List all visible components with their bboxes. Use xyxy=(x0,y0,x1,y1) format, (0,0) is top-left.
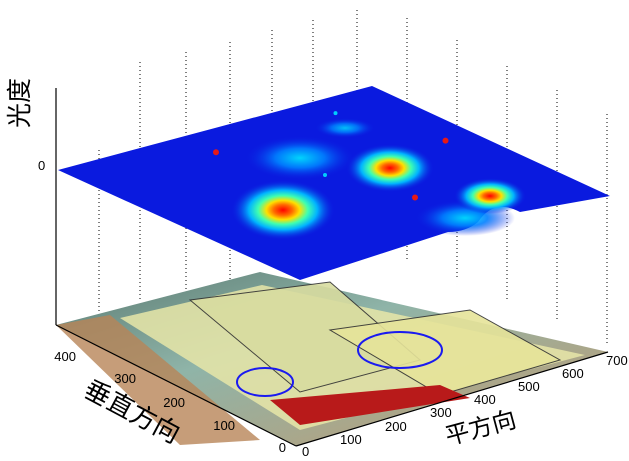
z-tick-0: 0 xyxy=(38,158,45,173)
surface xyxy=(58,86,610,280)
x-tick-600: 600 xyxy=(562,366,584,381)
x-axis-label: 平方向 xyxy=(442,405,519,451)
surface-peak-1 xyxy=(213,149,219,156)
axis-frame xyxy=(55,88,609,447)
y-tick-0: 0 xyxy=(279,440,286,455)
surface-peak-4 xyxy=(323,173,327,177)
y-tick-400: 400 xyxy=(54,349,76,364)
y-tick-300: 300 xyxy=(114,371,136,386)
x-axis-ticks: 0 100 200 300 400 500 600 700 xyxy=(302,353,628,459)
surface-peak-5 xyxy=(333,111,338,116)
surface-peaks xyxy=(213,111,449,201)
z-axis-label: 光度 xyxy=(5,78,34,128)
y-axis-ticks: 400 300 200 100 0 xyxy=(54,349,286,455)
x-tick-500: 500 xyxy=(518,379,540,394)
x-tick-0: 0 xyxy=(302,444,309,459)
surface-peak-2 xyxy=(412,194,418,201)
x-tick-200: 200 xyxy=(385,419,407,434)
y-tick-100: 100 xyxy=(213,418,235,433)
x-tick-300: 300 xyxy=(430,405,452,420)
x-tick-400: 400 xyxy=(474,392,496,407)
photo-plane xyxy=(56,272,608,446)
surface-peak-3 xyxy=(442,137,449,144)
x-tick-100: 100 xyxy=(340,432,362,447)
y-tick-200: 200 xyxy=(163,395,185,410)
x-tick-700: 700 xyxy=(606,353,628,368)
